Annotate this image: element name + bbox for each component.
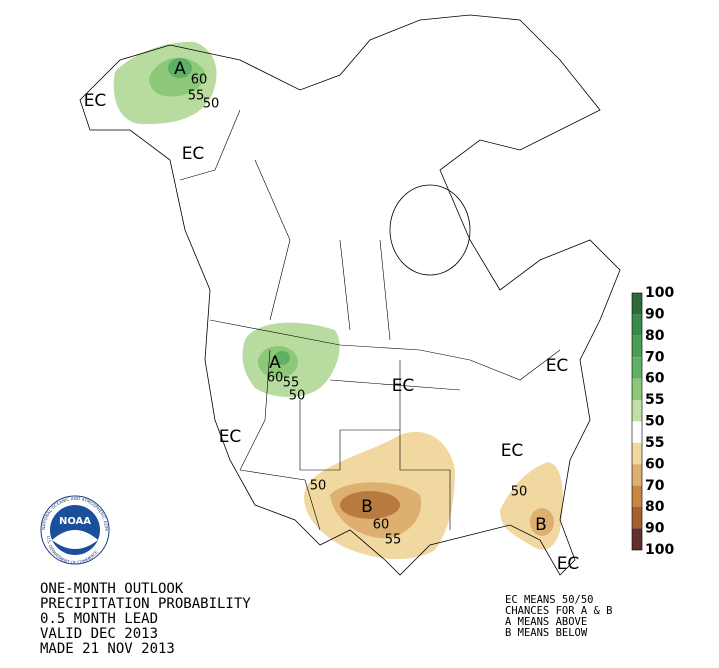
note-line: A MEANS ABOVE [505, 616, 587, 628]
legend-label: 100 [645, 285, 674, 301]
legend-label: 90 [645, 521, 665, 537]
legend-swatch [632, 485, 642, 507]
map-label: 50 [310, 479, 327, 494]
note-line: CHANCES FOR A & B [505, 605, 612, 617]
map-label: 60 [267, 371, 284, 386]
legend-label: 55 [645, 392, 664, 408]
legend-swatch [632, 421, 642, 443]
logo-ring-text: NATIONAL OCEANIC AND ATMOSPHERIC ADMINIS… [0, 0, 109, 531]
continent-outline [79, 14, 621, 576]
legend-swatch [632, 314, 642, 336]
map-label: EC [219, 427, 242, 447]
map-label: B [361, 497, 373, 517]
map-label: EC [546, 356, 569, 376]
legend-swatch [632, 442, 642, 465]
title-block: ONE-MONTH OUTLOOK PRECIPITATION PROBABIL… [40, 581, 251, 657]
area-above-west-70 [274, 351, 290, 365]
logo-gull [52, 530, 98, 549]
title-line: 0.5 MONTH LEAD [40, 611, 158, 627]
area-below-southeast [500, 462, 563, 550]
map-label: 60 [373, 518, 390, 533]
state-borders [239, 349, 461, 531]
note-line: EC MEANS 50/50 [505, 594, 594, 606]
legend-swatch [632, 400, 642, 422]
map-label: 50 [511, 485, 528, 500]
legend-label: 100 [645, 542, 674, 558]
map-label: 55 [188, 89, 205, 104]
province-borders [179, 109, 391, 341]
map-labels: EC A 60 55 50 EC A 60 55 50 EC EC EC EC … [84, 59, 580, 574]
map-label: 50 [203, 97, 220, 112]
map-label: 55 [385, 533, 402, 548]
legend-label: 55 [645, 435, 664, 451]
map-label: EC [557, 554, 580, 574]
legend-swatch [632, 293, 642, 315]
legend-label: 50 [645, 414, 665, 430]
map-label: EC [392, 376, 415, 396]
legend-frame [631, 292, 643, 551]
note-line: B MEANS BELOW [505, 627, 588, 639]
logo-name: NOAA [59, 516, 91, 527]
legend-label: 60 [645, 371, 665, 387]
legend: 100 90 80 70 60 55 50 55 60 70 80 90 100 [631, 285, 674, 558]
legend-swatch [632, 378, 642, 400]
hudson-bay [389, 184, 471, 276]
legend-swatch [632, 464, 642, 486]
legend-label: 70 [645, 478, 665, 494]
map-label: EC [501, 441, 524, 461]
area-below-plains-70 [340, 491, 400, 519]
map-label: B [535, 515, 547, 535]
legend-label: 80 [645, 499, 665, 515]
legend-swatch [632, 357, 642, 379]
map-label: 50 [289, 389, 306, 404]
legend-swatch [632, 528, 642, 550]
map-label: 55 [283, 376, 300, 391]
map-label: A [174, 59, 186, 79]
logo-ring-text: NATIONAL OCEANIC AND ATMOSPHERIC ADMINIS… [0, 0, 109, 531]
coastlines [79, 14, 621, 576]
title-line: ONE-MONTH OUTLOOK [40, 581, 184, 597]
legend-label: 80 [645, 328, 665, 344]
probability-shading [113, 41, 563, 560]
legend-label: 90 [645, 306, 665, 322]
title-line: VALID DEC 2013 [40, 626, 158, 642]
area-below-southeast-60 [530, 508, 554, 536]
legend-swatch [632, 507, 642, 529]
title-line: PRECIPITATION PROBABILITY [40, 596, 251, 612]
legend-label: 70 [645, 349, 665, 365]
map-label: A [269, 353, 281, 373]
area-above-alaska-70 [168, 58, 192, 78]
title-line: MADE 21 NOV 2013 [40, 641, 175, 657]
map-label: EC [84, 91, 107, 111]
us-canada-border [209, 319, 561, 381]
map-label: 60 [191, 73, 208, 88]
noaa-logo: NOAA NATIONAL OCEANIC AND ATMOSPHERIC AD… [0, 0, 110, 565]
legend-label: 60 [645, 456, 665, 472]
notes: EC MEANS 50/50 CHANCES FOR A & B A MEANS… [505, 594, 612, 639]
map-label: EC [182, 144, 205, 164]
legend-swatch [632, 335, 642, 358]
